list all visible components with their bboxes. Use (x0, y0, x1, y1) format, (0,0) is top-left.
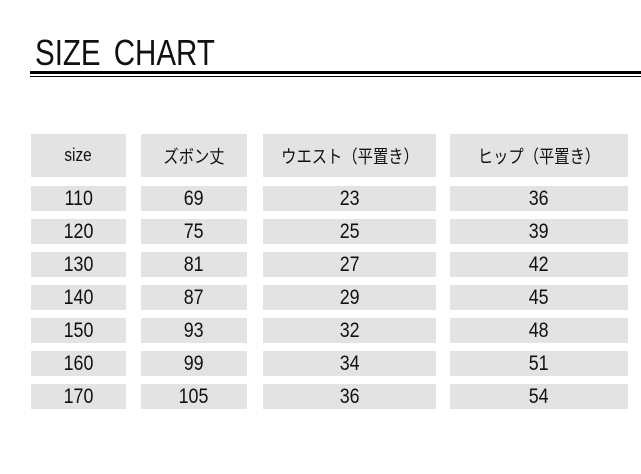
table-cell: 75 (141, 219, 247, 244)
table-cell: 27 (263, 252, 436, 277)
cell-value: 23 (339, 186, 360, 210)
title-rule-thin (30, 76, 641, 77)
cell-value: 93 (184, 318, 204, 342)
table-cell: 130 (31, 252, 126, 277)
header-cell: ズボン丈 (141, 134, 247, 177)
page-title: SIZE CHART (35, 32, 215, 73)
title-rule-thick (30, 71, 641, 74)
table-cell: 140 (31, 285, 126, 310)
cell-value: 110 (64, 186, 93, 210)
table-cell: 25 (263, 219, 436, 244)
cell-value: 36 (529, 186, 549, 210)
cell-value: 81 (184, 252, 204, 276)
cell-value: 39 (529, 219, 549, 243)
table-cell: 29 (263, 285, 436, 310)
table-cell: 81 (141, 252, 247, 277)
cell-value: 105 (179, 384, 209, 408)
cell-value: 34 (339, 351, 360, 375)
table-cell: 87 (141, 285, 247, 310)
cell-value: 170 (63, 384, 94, 408)
header-label: ズボン丈 (163, 146, 225, 167)
table-cell: 48 (450, 318, 628, 343)
table-cell: 150 (31, 318, 126, 343)
table-cell: 42 (450, 252, 628, 277)
cell-value: 120 (63, 219, 94, 243)
table-cell: 39 (450, 219, 628, 244)
table-cell: 23 (263, 186, 436, 211)
table-cell: 99 (141, 351, 247, 376)
cell-value: 42 (529, 252, 549, 276)
table-cell: 54 (450, 384, 628, 409)
cell-value: 75 (184, 219, 204, 243)
table-cell: 34 (263, 351, 436, 376)
cell-value: 69 (184, 186, 204, 210)
header-cell: ウエスト（平置き） (263, 134, 436, 177)
cell-value: 32 (339, 318, 360, 342)
table-cell: 32 (263, 318, 436, 343)
cell-value: 150 (63, 318, 94, 342)
cell-value: 87 (184, 285, 204, 309)
cell-value: 51 (529, 351, 549, 375)
cell-value: 25 (339, 219, 360, 243)
table-cell: 160 (31, 351, 126, 376)
header-label: size (64, 145, 93, 165)
header-label: ウエスト（平置き） (280, 146, 419, 167)
cell-value: 36 (339, 384, 360, 408)
cell-value: 48 (529, 318, 549, 342)
table-cell: 36 (450, 186, 628, 211)
table-cell: 110 (31, 186, 126, 211)
table-cell: 170 (31, 384, 126, 409)
cell-value: 160 (63, 351, 94, 375)
header-cell: size (31, 134, 126, 177)
table-cell: 51 (450, 351, 628, 376)
header-cell: ヒップ（平置き） (450, 134, 628, 177)
table-cell: 105 (141, 384, 247, 409)
table-cell: 93 (141, 318, 247, 343)
cell-value: 54 (529, 384, 549, 408)
table-cell: 45 (450, 285, 628, 310)
table-cell: 36 (263, 384, 436, 409)
cell-value: 99 (184, 351, 204, 375)
cell-value: 27 (339, 252, 360, 276)
header-label: ヒップ（平置き） (477, 146, 601, 167)
table-cell: 69 (141, 186, 247, 211)
table-cell: 120 (31, 219, 126, 244)
cell-value: 29 (339, 285, 360, 309)
cell-value: 45 (529, 285, 549, 309)
cell-value: 140 (63, 285, 94, 309)
cell-value: 130 (63, 252, 94, 276)
